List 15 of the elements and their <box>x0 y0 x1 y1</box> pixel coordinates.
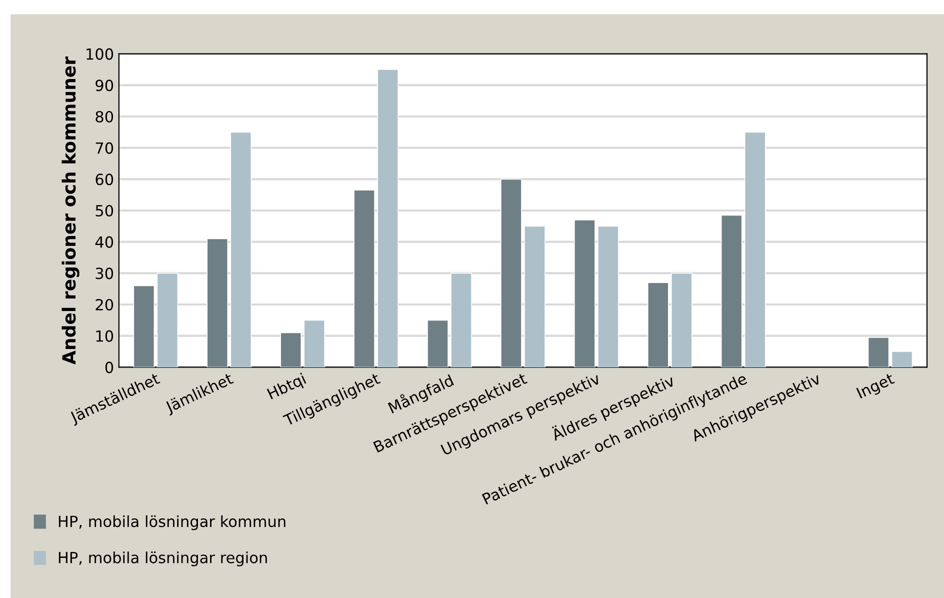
y-tick-label: 60 <box>96 174 114 186</box>
legend-label: HP, mobila lösningar region <box>58 552 267 566</box>
y-tick-label: 0 <box>105 362 114 374</box>
x-tick-label: Inget <box>856 372 896 402</box>
y-tick-label: 90 <box>96 80 114 92</box>
y-tick-label: 30 <box>96 268 114 280</box>
legend-label: HP, mobila lösningar kommun <box>58 515 286 530</box>
y-tick-label: 70 <box>96 142 114 154</box>
y-tick-label: 40 <box>95 236 114 248</box>
y-tick-label: 20 <box>96 298 114 311</box>
y-tick-label: 50 <box>96 204 114 217</box>
y-axis-title: Andel regioner och kommuner <box>62 56 80 364</box>
y-tick-label: 100 <box>86 48 114 60</box>
y-tick-label: 80 <box>96 110 114 123</box>
y-tick-label: 10 <box>96 330 114 342</box>
